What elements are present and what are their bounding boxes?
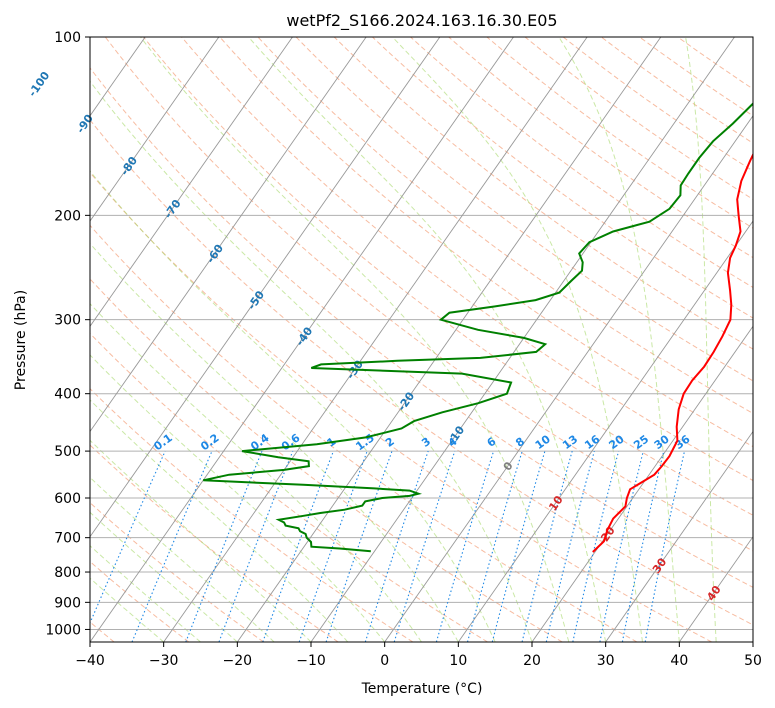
moist-adiabat-line bbox=[90, 476, 275, 642]
mixing-ratio-line bbox=[298, 450, 368, 642]
moist-adiabat-line bbox=[248, 37, 607, 642]
profile-traces bbox=[202, 102, 753, 553]
dry-adiabat-line bbox=[143, 37, 753, 516]
x-tick-label: −40 bbox=[75, 653, 105, 669]
mixing-ratio-line bbox=[131, 450, 213, 642]
isotherm-line bbox=[457, 220, 753, 642]
mixing-ratio-line bbox=[644, 450, 686, 642]
dry-adiabat-line bbox=[219, 37, 753, 448]
moist-adiabat-line bbox=[90, 511, 238, 642]
dry-adiabat-line bbox=[295, 37, 753, 382]
moist-adiabat-line bbox=[90, 545, 201, 642]
y-tick-label: 100 bbox=[54, 30, 81, 46]
moist-adiabat-line bbox=[140, 37, 570, 642]
isotherm-line bbox=[310, 37, 735, 642]
dry-adiabat-line bbox=[90, 171, 712, 642]
mixing-ratio-line bbox=[521, 450, 573, 642]
temperature-trace bbox=[592, 152, 753, 553]
mixing-ratio-line bbox=[393, 450, 456, 642]
dry-adiabat-line bbox=[90, 332, 488, 642]
isotherm-line bbox=[90, 37, 220, 222]
dry-adiabat-line bbox=[90, 278, 563, 642]
moist-adiabat-line bbox=[685, 37, 717, 642]
x-tick-label: 10 bbox=[449, 653, 467, 669]
mixing-ratio-line bbox=[491, 450, 546, 642]
dry-adiabat-line bbox=[90, 224, 638, 642]
y-tick-label: 700 bbox=[54, 531, 81, 547]
x-tick-label: −30 bbox=[149, 653, 179, 669]
dry-adiabat-line bbox=[448, 37, 753, 259]
dry-adiabat-line bbox=[90, 502, 264, 642]
dewpoint-trace bbox=[202, 102, 753, 553]
isotherm-line bbox=[236, 37, 662, 642]
x-tick-label: −10 bbox=[296, 653, 326, 669]
dry-adiabats bbox=[90, 37, 753, 642]
y-tick-label: 200 bbox=[54, 208, 81, 224]
dry-adiabat-line bbox=[90, 119, 753, 626]
y-tick-label: 1000 bbox=[45, 622, 81, 638]
mixing-ratio-line bbox=[466, 450, 523, 642]
dry-adiabat-line bbox=[104, 37, 753, 552]
mixing-ratio-line bbox=[364, 450, 429, 642]
isotherm-line bbox=[90, 37, 367, 433]
y-axis-ticks: 100 200 300 400 500 600 700 800 900 1000 bbox=[45, 30, 90, 638]
moist-adiabat-line bbox=[90, 170, 496, 642]
x-tick-label: 50 bbox=[744, 653, 762, 669]
isobar-gridlines bbox=[90, 37, 753, 630]
mixing-ratio-line bbox=[545, 450, 595, 642]
chart-title: wetPf2_S166.2024.163.16.30.E05 bbox=[286, 11, 557, 31]
isotherm-line bbox=[90, 37, 441, 538]
moist-adiabat-line bbox=[90, 577, 165, 642]
moist-adiabat-line bbox=[558, 37, 680, 642]
y-tick-label: 400 bbox=[54, 387, 81, 403]
y-tick-label: 800 bbox=[54, 565, 81, 581]
dry-adiabat-line bbox=[90, 388, 414, 642]
x-tick-label: 20 bbox=[523, 653, 541, 669]
y-tick-label: 900 bbox=[54, 595, 81, 611]
y-tick-label: 600 bbox=[54, 491, 81, 507]
dry-adiabat-line bbox=[90, 67, 753, 588]
dry-adiabat-line bbox=[562, 37, 753, 172]
moist-adiabat-line bbox=[90, 399, 349, 642]
x-tick-label: −20 bbox=[223, 653, 253, 669]
mixing-ratio-lines bbox=[90, 450, 686, 642]
mixing-ratio-line bbox=[621, 450, 665, 642]
background-lines bbox=[90, 37, 753, 642]
y-tick-label: 300 bbox=[54, 313, 81, 329]
y-tick-label: 500 bbox=[54, 444, 81, 460]
x-tick-label: 0 bbox=[380, 653, 389, 669]
isotherm-line bbox=[531, 325, 753, 642]
x-tick-label: 30 bbox=[597, 653, 615, 669]
isotherm-line bbox=[90, 37, 514, 642]
mixing-ratio-line bbox=[599, 450, 644, 642]
moist-adiabat-line bbox=[392, 37, 643, 642]
x-tick-label: 40 bbox=[670, 653, 688, 669]
y-axis-label: Pressure (hPa) bbox=[13, 290, 29, 390]
dry-adiabat-line bbox=[90, 444, 339, 642]
isotherm-line bbox=[90, 37, 293, 328]
plot-frame bbox=[89, 36, 754, 643]
x-axis-ticks: −40 −30 −20 −10 0 10 20 30 40 50 bbox=[75, 642, 762, 669]
x-axis-label: Temperature (°C) bbox=[361, 681, 483, 697]
isotherm-line bbox=[605, 430, 753, 642]
dry-adiabat-line bbox=[372, 37, 753, 319]
mixing-ratio-line bbox=[572, 450, 620, 642]
isotherm-gridlines bbox=[90, 37, 753, 642]
dry-adiabat-line bbox=[333, 37, 753, 350]
isotherm-line bbox=[384, 115, 753, 642]
moist-adiabat-line bbox=[90, 354, 386, 642]
moist-adiabat-line bbox=[90, 302, 422, 642]
mixing-ratio-line bbox=[325, 450, 393, 642]
isotherm-line bbox=[163, 37, 588, 642]
moist-adiabat-line bbox=[90, 80, 533, 642]
mixing-ratio-line bbox=[435, 450, 495, 642]
dry-adiabat-line bbox=[524, 37, 753, 200]
isotherm-line bbox=[678, 535, 753, 642]
